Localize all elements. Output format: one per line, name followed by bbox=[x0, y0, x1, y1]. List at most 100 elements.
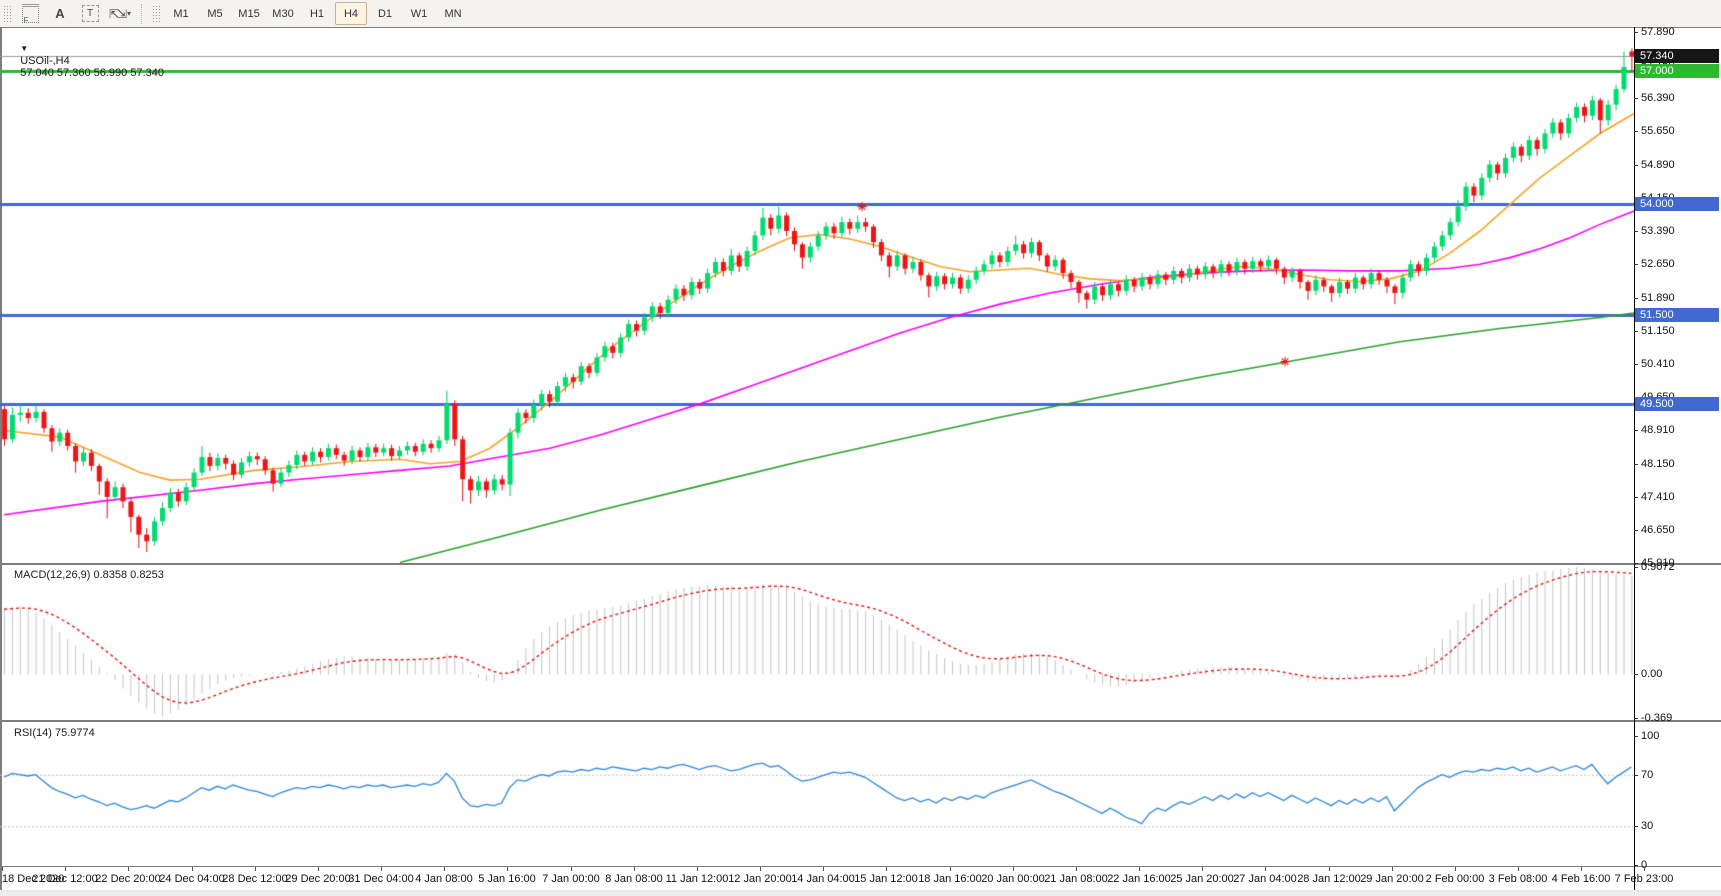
time-label: 5 Jan 16:00 bbox=[478, 873, 536, 885]
chevron-down-icon: ▾ bbox=[127, 9, 132, 18]
price-tick-label: 45.910 bbox=[1641, 557, 1675, 569]
axis-tick-mark bbox=[1634, 497, 1638, 498]
time-label: 15 Jan 12:00 bbox=[854, 873, 918, 885]
axis-tick-mark bbox=[1634, 736, 1638, 737]
tf-button-D1[interactable]: D1 bbox=[377, 7, 393, 20]
time-tick-mark bbox=[1329, 867, 1330, 871]
time-tick-mark bbox=[507, 867, 508, 871]
rsi-pane-canvas[interactable] bbox=[0, 722, 1634, 866]
time-label: 11 Jan 12:00 bbox=[665, 873, 729, 885]
time-tick-mark bbox=[255, 867, 256, 871]
letter-t-icon: T bbox=[81, 5, 99, 22]
tf-button-W1[interactable]: W1 bbox=[410, 7, 428, 20]
tf-button-M30[interactable]: M30 bbox=[272, 7, 294, 20]
time-label: 28 Dec 12:00 bbox=[222, 873, 288, 885]
arrows-icon: ⇱⇲ bbox=[108, 6, 127, 21]
time-axis-separator bbox=[0, 866, 1721, 867]
axis-tick-mark bbox=[1634, 718, 1638, 719]
time-tick-mark bbox=[1265, 867, 1266, 871]
chart-shift-button[interactable]: F bbox=[16, 2, 44, 25]
macd-label: MACD(12,26,9) 0.8358 0.8253 bbox=[14, 569, 164, 581]
chart-dropdown-icon[interactable]: ▼ bbox=[20, 44, 29, 53]
timeframe-drag-handle[interactable] bbox=[152, 4, 160, 23]
time-tick-mark bbox=[128, 867, 129, 871]
axis-tick-mark bbox=[1634, 231, 1638, 232]
time-tick-mark bbox=[1076, 867, 1077, 871]
price-tick-label: 50.410 bbox=[1641, 358, 1675, 370]
time-label: 29 Jan 20:00 bbox=[1360, 873, 1424, 885]
pane-separator[interactable] bbox=[0, 720, 1721, 722]
axis-tick-mark bbox=[1634, 563, 1638, 564]
time-label: 2 Feb 00:00 bbox=[1425, 873, 1485, 885]
time-label: 12 Jan 20:00 bbox=[728, 873, 792, 885]
price-badge-57.000: 57.000 bbox=[1635, 64, 1719, 79]
time-label: 24 Dec 04:00 bbox=[159, 873, 225, 885]
time-tick-mark bbox=[1518, 867, 1519, 871]
tf-button-M5[interactable]: M5 bbox=[207, 7, 223, 20]
price-axis-border bbox=[1634, 27, 1635, 896]
time-tick-mark bbox=[192, 867, 193, 871]
time-label: 20 Jan 00:00 bbox=[981, 873, 1045, 885]
time-tick-mark bbox=[65, 867, 66, 871]
axis-tick-mark bbox=[1634, 567, 1638, 568]
price-badge-54.000: 54.000 bbox=[1635, 197, 1719, 212]
price-tick-label: 57.890 bbox=[1641, 26, 1675, 38]
time-tick-mark bbox=[318, 867, 319, 871]
rsi-tick-label: 30 bbox=[1641, 820, 1654, 832]
tf-button-M15[interactable]: M15 bbox=[238, 7, 260, 20]
text-label-button[interactable]: A bbox=[46, 2, 74, 25]
time-label: 4 Jan 08:00 bbox=[415, 873, 473, 885]
time-label: 22 Dec 20:00 bbox=[95, 873, 161, 885]
time-tick-mark bbox=[760, 867, 761, 871]
macd-tick-label: 0.9072 bbox=[1641, 561, 1675, 573]
chart-ohlc-values: 57.040 57.360 56.990 57.340 bbox=[20, 67, 164, 79]
toolbar-drag-handle[interactable] bbox=[3, 4, 11, 23]
axis-tick-mark bbox=[1634, 32, 1638, 33]
axis-tick-mark bbox=[1634, 98, 1638, 99]
tf-button-H4[interactable]: H4 bbox=[335, 2, 367, 25]
macd-pane-canvas[interactable] bbox=[0, 565, 1634, 720]
tf-button-H1[interactable]: H1 bbox=[309, 7, 325, 20]
price-tick-label: 51.890 bbox=[1641, 292, 1675, 304]
chart-symbol-period: USOil-,H4 bbox=[20, 55, 70, 67]
time-label: 18 Jan 16:00 bbox=[918, 873, 982, 885]
macd-tick-label: 0.00 bbox=[1641, 668, 1663, 680]
axis-tick-mark bbox=[1634, 131, 1638, 132]
time-tick-mark bbox=[571, 867, 572, 871]
text-box-button[interactable]: T bbox=[76, 2, 104, 25]
price-badge-57.340: 57.340 bbox=[1635, 49, 1719, 64]
price-tick-label: 53.390 bbox=[1641, 225, 1675, 237]
axis-tick-mark bbox=[1634, 775, 1638, 776]
rsi-label: RSI(14) 75.9774 bbox=[14, 727, 95, 739]
tf-button-MN[interactable]: MN bbox=[444, 7, 462, 20]
arrows-tool-button[interactable]: ⇱⇲ ▾ bbox=[106, 2, 134, 25]
axis-tick-mark bbox=[1634, 530, 1638, 531]
time-label: 31 Dec 04:00 bbox=[348, 873, 414, 885]
axis-tick-mark bbox=[1634, 165, 1638, 166]
time-label: 3 Feb 08:00 bbox=[1488, 873, 1548, 885]
price-tick-label: 48.910 bbox=[1641, 424, 1675, 436]
time-label: 28 Jan 12:00 bbox=[1297, 873, 1361, 885]
price-tick-label: 46.650 bbox=[1641, 524, 1675, 536]
time-tick-mark bbox=[1455, 867, 1456, 871]
time-label: 8 Jan 08:00 bbox=[605, 873, 663, 885]
axis-tick-mark bbox=[1634, 364, 1638, 365]
time-tick-mark bbox=[634, 867, 635, 871]
time-tick-mark bbox=[697, 867, 698, 871]
tf-button-M1[interactable]: M1 bbox=[173, 7, 189, 20]
time-tick-mark bbox=[1392, 867, 1393, 871]
axis-tick-mark bbox=[1634, 826, 1638, 827]
time-label: 27 Jan 04:00 bbox=[1233, 873, 1297, 885]
axis-tick-mark bbox=[1634, 430, 1638, 431]
time-label: 4 Feb 16:00 bbox=[1551, 873, 1611, 885]
time-label: 25 Jan 20:00 bbox=[1170, 873, 1234, 885]
time-tick-mark bbox=[1202, 867, 1203, 871]
price-pane-canvas[interactable] bbox=[0, 28, 1634, 565]
pane-separator[interactable] bbox=[0, 563, 1721, 565]
time-tick-mark bbox=[823, 867, 824, 871]
price-tick-label: 55.650 bbox=[1641, 125, 1675, 137]
price-tick-label: 56.390 bbox=[1641, 92, 1675, 104]
axis-tick-mark bbox=[1634, 298, 1638, 299]
chart-title: ▼ USOil-,H4 57.040 57.360 56.990 57.340 bbox=[8, 31, 164, 91]
